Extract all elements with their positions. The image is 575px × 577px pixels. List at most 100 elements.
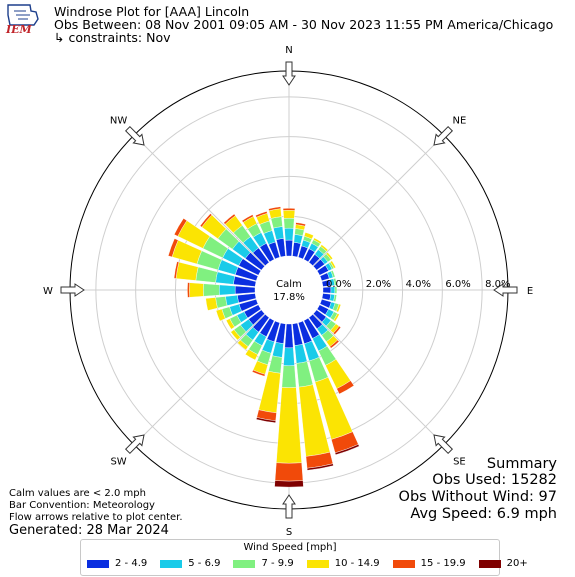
- radial-tick-label: 8.0%: [485, 279, 510, 290]
- compass-label: E: [527, 286, 533, 297]
- wind-bar-segment: [282, 210, 296, 219]
- wind-bar-segment: [173, 218, 188, 237]
- wind-bar-segment: [321, 293, 331, 301]
- wind-bar-segment: [203, 283, 220, 297]
- legend-title: Wind Speed [mph]: [243, 542, 337, 553]
- radial-tick-label: 6.0%: [445, 279, 470, 290]
- compass-arrow: [433, 434, 454, 455]
- legend-item: 5 - 6.9: [160, 558, 220, 569]
- wind-bar-segment: [333, 313, 340, 322]
- wind-bar-segment: [330, 260, 336, 269]
- legend-label: 10 - 14.9: [334, 558, 380, 569]
- compass-arrow: [124, 434, 145, 455]
- iem-logo: IEM: [5, 4, 39, 35]
- plot-title: Windrose Plot for [AAA] Lincoln: [54, 4, 250, 19]
- summary-obs-used: Obs Used: 15282: [432, 472, 557, 488]
- radial-tick-label: 0.0%: [326, 279, 351, 290]
- wind-bar-segment: [225, 295, 239, 306]
- calm-circle: [255, 256, 323, 324]
- wind-bar-segment: [285, 239, 293, 257]
- compass-label: NW: [110, 116, 127, 127]
- legend-swatch: [233, 559, 256, 568]
- grid-spoke: [312, 313, 445, 446]
- legend-swatch: [306, 559, 329, 568]
- wind-bar-segment: [199, 213, 213, 228]
- summary-avg-speed: Avg Speed: 6.9 mph: [410, 506, 557, 522]
- wind-bar-segment: [167, 238, 179, 258]
- compass-label: NE: [453, 116, 467, 127]
- wind-bar-segment: [333, 325, 342, 335]
- wind-bar-segment: [333, 278, 337, 286]
- wind-bar-segment: [281, 365, 297, 388]
- legend-item: 2 - 4.9: [87, 558, 147, 569]
- obs-period: Obs Between: 08 Nov 2001 09:05 AM - 30 N…: [54, 17, 554, 32]
- logo-text: IEM: [5, 23, 33, 35]
- legend-item: 10 - 14.9: [306, 558, 380, 569]
- legend-swatch: [160, 559, 183, 568]
- wind-bar-segment: [334, 444, 360, 456]
- summary-obs-without-wind: Obs Without Wind: 97: [398, 489, 557, 505]
- compass-arrow: [493, 283, 518, 297]
- wind-bar-segment: [336, 303, 342, 313]
- wind-bar-segment: [225, 318, 235, 330]
- wind-bar-segment: [175, 261, 199, 281]
- compass-arrow: [282, 494, 296, 519]
- grid-spoke: [312, 134, 445, 267]
- legend-item: 15 - 19.9: [392, 558, 466, 569]
- compass-label: SE: [453, 456, 466, 467]
- wind-bar-segment: [272, 342, 284, 358]
- legend-label: 5 - 6.9: [188, 558, 221, 569]
- wind-bar-segment: [218, 284, 236, 296]
- calm-note: Calm values are < 2.0 mph: [9, 488, 146, 499]
- wind-bar-segment: [223, 213, 236, 225]
- wind-bar-segment: [270, 216, 283, 229]
- legend-swatch: [87, 559, 109, 568]
- bar-convention-note: Bar Convention: Meteorology: [9, 500, 155, 511]
- wind-bar-segment: [187, 282, 190, 298]
- wind-bar-segment: [273, 226, 284, 240]
- wind-bar-segment: [320, 244, 329, 252]
- wind-bar-segment: [215, 296, 228, 309]
- legend-label: 7 - 9.9: [261, 558, 294, 569]
- wind-bar-segment: [276, 387, 302, 464]
- wind-bar-segment: [215, 308, 226, 322]
- compass-label: S: [286, 527, 292, 538]
- grid-spoke: [133, 313, 266, 446]
- legend-item: 7 - 9.9: [233, 558, 294, 569]
- legend-label: 15 - 19.9: [420, 558, 466, 569]
- wind-bar-segment: [234, 285, 256, 295]
- calm-label: Calm: [276, 279, 302, 290]
- wind-bar-segment: [230, 329, 241, 341]
- wind-bar-segment: [336, 380, 355, 395]
- wind-bar-segment: [295, 222, 306, 227]
- wind-bar-segment: [283, 347, 295, 366]
- compass-arrow: [60, 283, 85, 297]
- summary-title: Summary: [486, 456, 557, 472]
- wind-bar-segment: [283, 218, 295, 229]
- legend-swatch: [478, 559, 501, 568]
- legend-label: 20+: [506, 558, 528, 569]
- constraints-text: ↳ constraints: Nov: [54, 30, 171, 45]
- wind-bar-segment: [325, 252, 333, 260]
- wind-bar-segment: [205, 297, 218, 311]
- wind-bar-segment: [284, 227, 294, 241]
- legend-item: 20+: [478, 558, 528, 569]
- wind-bar-segment: [256, 417, 276, 423]
- wind-bar-segment: [237, 339, 249, 351]
- legend-swatch: [392, 559, 415, 568]
- radial-tick-label: 2.0%: [366, 279, 391, 290]
- wind-bar-segment: [241, 214, 254, 223]
- speed-legend: Wind Speed [mph] 2 - 4.9 5 - 6.9 7 - 9.9…: [80, 539, 528, 576]
- legend-label: 2 - 4.9: [115, 558, 148, 569]
- wind-bar-segment: [303, 232, 314, 240]
- wind-bar-segment: [293, 234, 303, 244]
- compass-arrow: [433, 125, 454, 146]
- compass-label: N: [285, 45, 292, 56]
- compass-arrow: [124, 125, 145, 146]
- wind-bar-segment: [245, 349, 259, 361]
- wind-bar-segment: [334, 286, 338, 294]
- wind-bar-segment: [173, 261, 180, 279]
- generated-date: Generated: 28 Mar 2024: [9, 523, 169, 538]
- wind-bar-segment: [268, 206, 281, 211]
